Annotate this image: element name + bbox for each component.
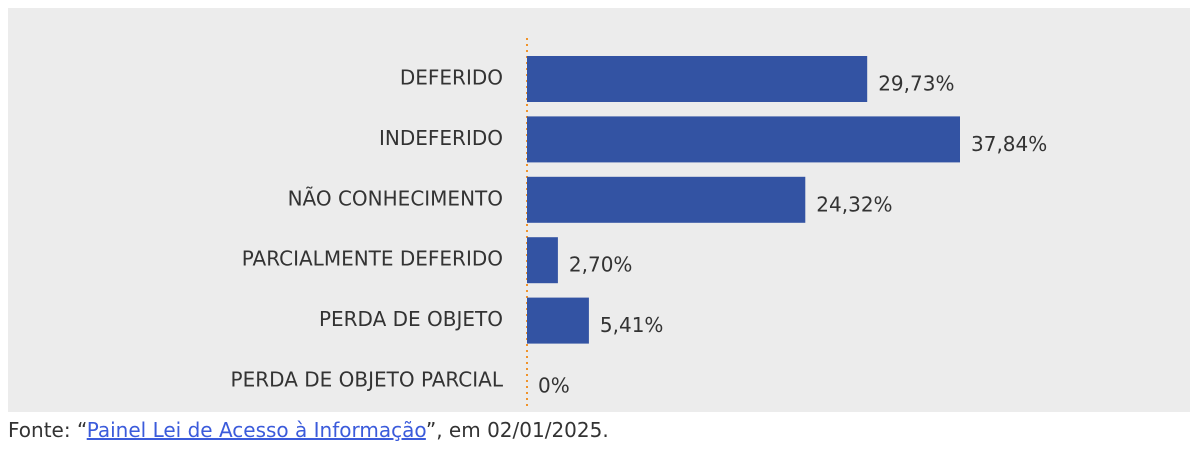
category-label: PARCIALMENTE DEFERIDO [242,247,503,271]
value-label: 29,73% [878,72,954,96]
category-label: NÃO CONHECIMENTO [288,186,503,210]
bar [527,116,960,163]
value-label: 24,32% [816,192,892,216]
source-suffix: ”, em 02/01/2025. [425,418,609,442]
source-note: Fonte: “Painel Lei de Acesso à Informaçã… [8,418,609,442]
value-label: 2,70% [569,253,633,277]
value-label: 5,41% [600,313,664,337]
bar [527,297,589,344]
bar [527,56,868,102]
category-label: DEFERIDO [400,66,503,90]
source-prefix: Fonte: “ [8,418,87,442]
category-label: PERDA DE OBJETO [319,307,503,331]
value-label: 37,84% [971,132,1047,156]
category-label: INDEFERIDO [379,126,503,150]
bar [527,237,558,284]
page: DEFERIDO 29,73% INDEFERIDO 37,84% NÃO CONHEC… [8,8,1190,442]
bar [527,176,806,223]
category-label: PERDA DE OBJETO PARCIAL [231,368,504,392]
value-label: 0% [538,374,570,398]
source-link[interactable]: Painel Lei de Acesso à Informação [86,418,426,442]
chart: DEFERIDO 29,73% INDEFERIDO 37,84% NÃO CONHEC… [8,8,1190,412]
